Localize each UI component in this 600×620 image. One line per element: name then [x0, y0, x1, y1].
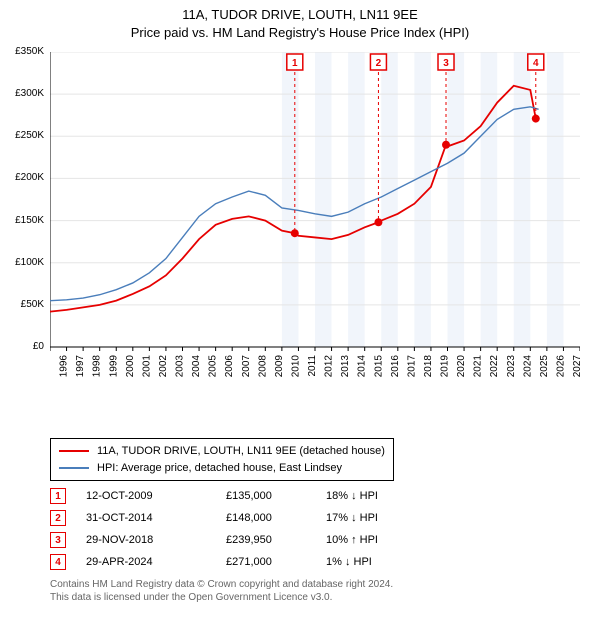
sale-price: £135,000 [226, 490, 326, 502]
sale-marker-icon: 4 [50, 554, 66, 570]
sale-price: £148,000 [226, 512, 326, 524]
y-tick-label: £300K [15, 88, 44, 99]
x-tick-label: 2012 [324, 355, 335, 378]
x-tick-label: 2017 [406, 355, 417, 378]
x-tick-label: 2020 [456, 355, 467, 378]
table-row: 2 31-OCT-2014 £148,000 17% ↓ HPI [50, 507, 446, 529]
sale-marker-icon: 2 [50, 510, 66, 526]
x-tick-label: 2014 [357, 355, 368, 378]
x-tick-label: 2011 [307, 355, 318, 377]
legend-label: 11A, TUDOR DRIVE, LOUTH, LN11 9EE (detac… [97, 443, 385, 460]
sale-date: 29-APR-2024 [86, 556, 226, 568]
x-tick-label: 2018 [423, 355, 434, 378]
legend-row: 11A, TUDOR DRIVE, LOUTH, LN11 9EE (detac… [59, 443, 385, 460]
x-tick-label: 2005 [208, 355, 219, 378]
x-tick-label: 1996 [59, 355, 70, 378]
table-row: 3 29-NOV-2018 £239,950 10% ↑ HPI [50, 529, 446, 551]
x-tick-label: 2016 [390, 355, 401, 378]
x-tick-label: 2002 [158, 355, 169, 378]
x-tick-label: 2010 [290, 355, 301, 378]
table-row: 4 29-APR-2024 £271,000 1% ↓ HPI [50, 551, 446, 573]
sale-date: 29-NOV-2018 [86, 534, 226, 546]
x-tick-label: 2001 [141, 355, 152, 378]
x-tick-label: 2008 [257, 355, 268, 378]
x-tick-label: 2007 [241, 355, 252, 378]
footer-line: Contains HM Land Registry data © Crown c… [50, 578, 393, 591]
x-tick-label: 2019 [440, 355, 451, 378]
x-tick-label: 2024 [522, 355, 533, 378]
page-root: 11A, TUDOR DRIVE, LOUTH, LN11 9EE Price … [0, 0, 600, 620]
legend-label: HPI: Average price, detached house, East… [97, 460, 342, 477]
y-tick-label: £50K [21, 299, 44, 310]
chart-svg: 1995 1996 1997 1998 1999 2000 2001 2002 2003 2004… [50, 52, 580, 392]
x-tick-label: 2023 [506, 355, 517, 378]
table-row: 1 12-OCT-2009 £135,000 18% ↓ HPI [50, 485, 446, 507]
x-tick-label: 1995 [50, 355, 53, 378]
x-tick-label: 2006 [224, 355, 235, 378]
x-tick-label: 1997 [75, 355, 86, 378]
title-subtitle: Price paid vs. HM Land Registry's House … [0, 24, 600, 42]
x-tick-label: 2009 [274, 355, 285, 378]
legend-row: HPI: Average price, detached house, East… [59, 460, 385, 477]
title-block: 11A, TUDOR DRIVE, LOUTH, LN11 9EE Price … [0, 0, 600, 42]
y-tick-label: £200K [15, 172, 44, 183]
sales-table: 1 12-OCT-2009 £135,000 18% ↓ HPI 2 31-OC… [50, 485, 446, 573]
y-tick-label: £150K [15, 215, 44, 226]
title-address: 11A, TUDOR DRIVE, LOUTH, LN11 9EE [0, 6, 600, 24]
x-tick-label: 2015 [373, 355, 384, 378]
x-tick-label: 2022 [489, 355, 500, 378]
legend-box: 11A, TUDOR DRIVE, LOUTH, LN11 9EE (detac… [50, 438, 394, 481]
sale-marker-icon: 1 [50, 488, 66, 504]
y-tick-label: £0 [33, 341, 44, 352]
sale-pct: 1% ↓ HPI [326, 556, 446, 568]
x-tick-label: 2021 [473, 355, 484, 378]
sale-price: £271,000 [226, 556, 326, 568]
y-tick-label: £250K [15, 130, 44, 141]
x-tick-label: 2003 [175, 355, 186, 378]
sale-pct: 10% ↑ HPI [326, 534, 446, 546]
x-tick-label: 2027 [572, 355, 580, 378]
x-tick-label: 1999 [108, 355, 119, 378]
x-tick-label: 2025 [539, 355, 550, 378]
x-tick-label: 2004 [191, 355, 202, 378]
footer-attribution: Contains HM Land Registry data © Crown c… [50, 578, 393, 604]
x-tick-label: 2000 [125, 355, 136, 378]
chart-area: 1995 1996 1997 1998 1999 2000 2001 2002 2003 2004… [50, 52, 580, 392]
x-tick-label: 2013 [340, 355, 351, 378]
svg-text:1: 1 [292, 58, 298, 69]
legend-swatch-red [59, 450, 89, 452]
svg-text:2: 2 [376, 58, 382, 69]
sale-date: 31-OCT-2014 [86, 512, 226, 524]
legend-swatch-blue [59, 467, 89, 469]
y-tick-label: £350K [15, 46, 44, 57]
x-tick-label: 1998 [92, 355, 103, 378]
sale-marker-icon: 3 [50, 532, 66, 548]
sale-price: £239,950 [226, 534, 326, 546]
y-tick-label: £100K [15, 257, 44, 268]
svg-text:3: 3 [443, 58, 449, 69]
x-tick-label: 2026 [555, 355, 566, 378]
svg-text:4: 4 [533, 58, 539, 69]
sale-pct: 17% ↓ HPI [326, 512, 446, 524]
sale-pct: 18% ↓ HPI [326, 490, 446, 502]
footer-line: This data is licensed under the Open Gov… [50, 591, 393, 604]
sale-date: 12-OCT-2009 [86, 490, 226, 502]
